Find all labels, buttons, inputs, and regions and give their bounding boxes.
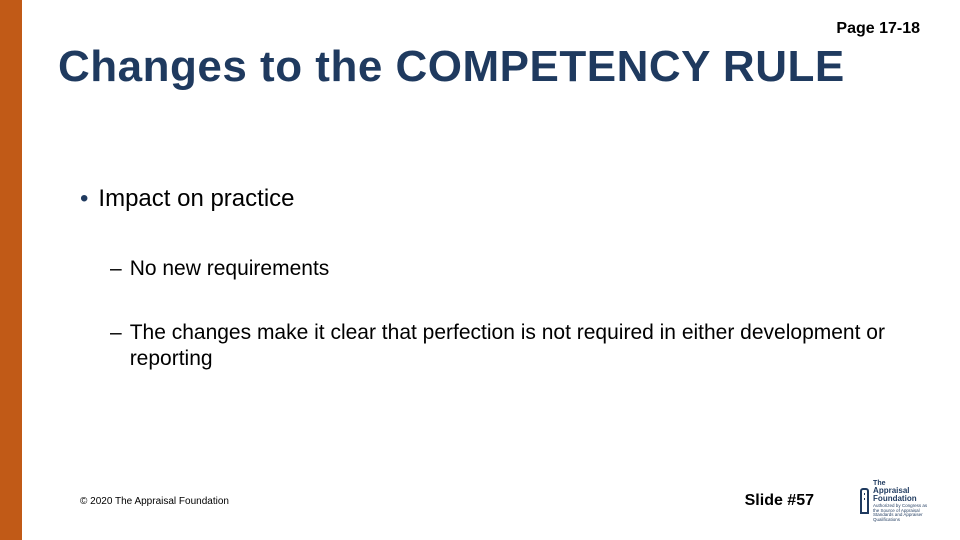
- bullet-dash-icon: –: [110, 256, 122, 282]
- bullet-level-2: – The changes make it clear that perfect…: [110, 320, 900, 373]
- bullet-dash-icon: –: [110, 320, 122, 346]
- logo-mark-icon: [860, 488, 869, 514]
- appraisal-foundation-logo: The Appraisal Foundation Authorized by C…: [860, 484, 930, 518]
- slide-footer: © 2020 The Appraisal Foundation Slide #5…: [80, 484, 930, 518]
- bullet-l2b-text: The changes make it clear that perfectio…: [130, 320, 890, 373]
- logo-line3: Foundation: [873, 495, 930, 503]
- bullet-dot-icon: •: [80, 185, 88, 214]
- slide-title: Changes to the COMPETENCY RULE: [58, 42, 845, 92]
- bullet-level-1: • Impact on practice: [80, 185, 900, 214]
- bullet-l2a-text: No new requirements: [130, 256, 330, 282]
- accent-bar: [0, 0, 22, 540]
- content-area: • Impact on practice – No new requiremen…: [80, 185, 900, 411]
- bullet-level-2: – No new requirements: [110, 256, 900, 282]
- copyright-text: © 2020 The Appraisal Foundation: [80, 496, 229, 507]
- slide-number: Slide #57: [745, 492, 814, 510]
- logo-tagline: Authorized by Congress as the Source of …: [873, 504, 930, 522]
- footer-right-group: Slide #57 The Appraisal Foundation Autho…: [745, 484, 930, 518]
- page-reference: Page 17-18: [836, 20, 920, 38]
- bullet-l1-text: Impact on practice: [98, 185, 294, 213]
- logo-text: The Appraisal Foundation Authorized by C…: [873, 480, 930, 522]
